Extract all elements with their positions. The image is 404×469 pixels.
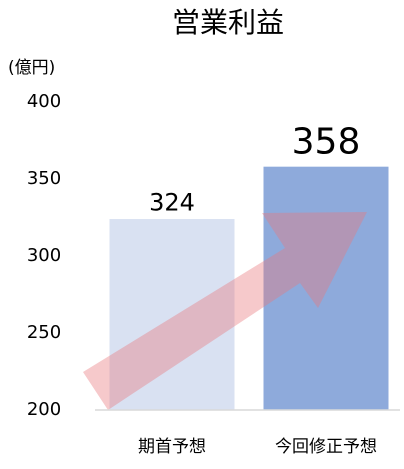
plot-area [109,166,389,410]
y-tick-label: 250 [27,322,61,343]
y-axis-label: (億円) [8,58,55,78]
y-tick-label: 400 [27,91,61,112]
y-tick-label: 300 [27,245,61,266]
bar [109,219,235,410]
bar [263,166,389,410]
y-tick-label: 350 [27,168,61,189]
x-tick-label: 今回修正予想 [275,437,377,457]
chart-title: 営業利益 [172,6,284,39]
x-tick-label: 期首予想 [138,437,206,457]
labels: 200 250 300 350 400 324 期首予想 358 今回修正予想 [27,91,400,457]
y-tick-label: 200 [27,399,61,420]
value-label: 358 [292,121,361,162]
value-label: 324 [149,188,195,216]
arrow [83,212,367,410]
